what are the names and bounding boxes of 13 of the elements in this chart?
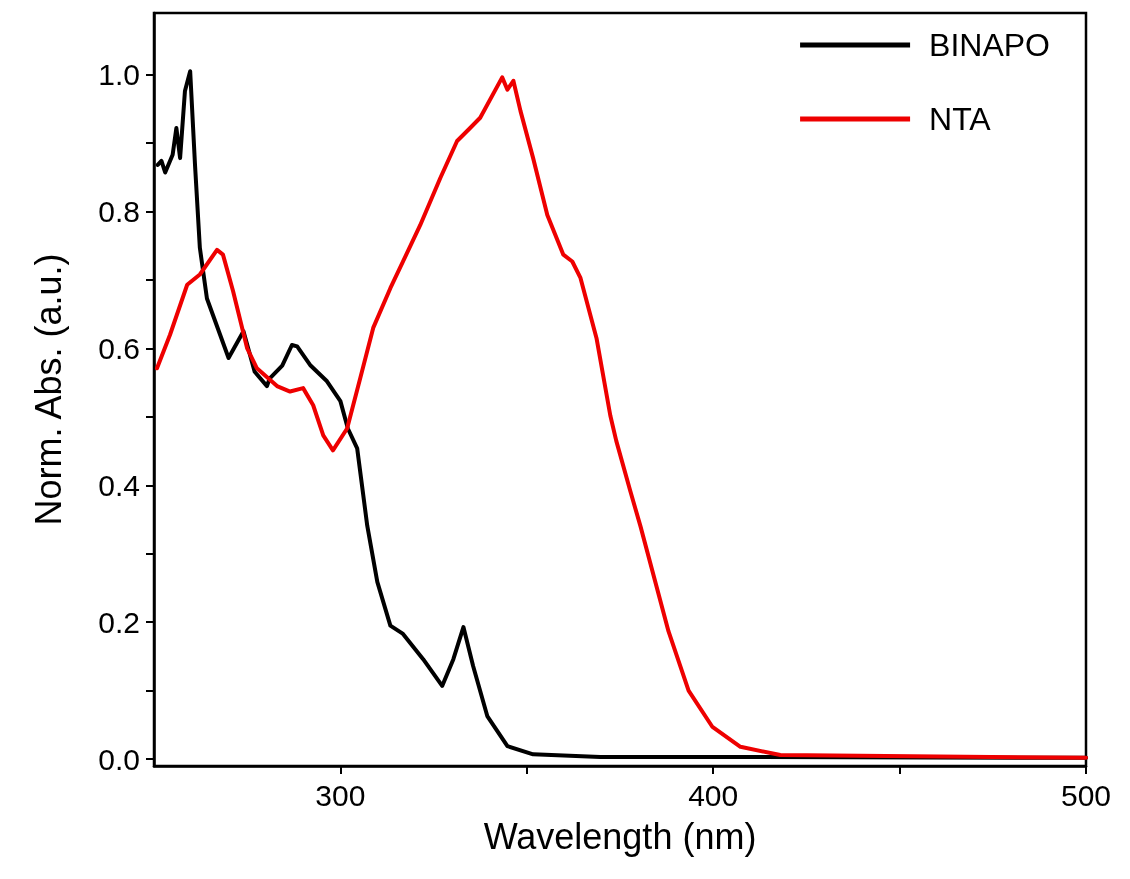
legend-label: NTA [929, 101, 992, 137]
x-tick-label: 300 [315, 778, 366, 812]
y-tick-label: 0.6 [98, 331, 140, 365]
x-tick-label: 400 [688, 778, 739, 812]
y-tick-label: 0.8 [98, 195, 140, 229]
legend-label: BINAPO [929, 27, 1050, 63]
x-axis-title: Wavelength (nm) [483, 815, 757, 857]
y-tick-label: 0.4 [98, 468, 140, 502]
x-tick-label: 500 [1060, 778, 1112, 812]
text: 1.0 [98, 58, 140, 92]
y-axis-title: Norm. Abs. (a.u.) [27, 253, 69, 526]
y-tick-label: 0.2 [98, 605, 140, 639]
text: 0.0 [98, 742, 140, 776]
